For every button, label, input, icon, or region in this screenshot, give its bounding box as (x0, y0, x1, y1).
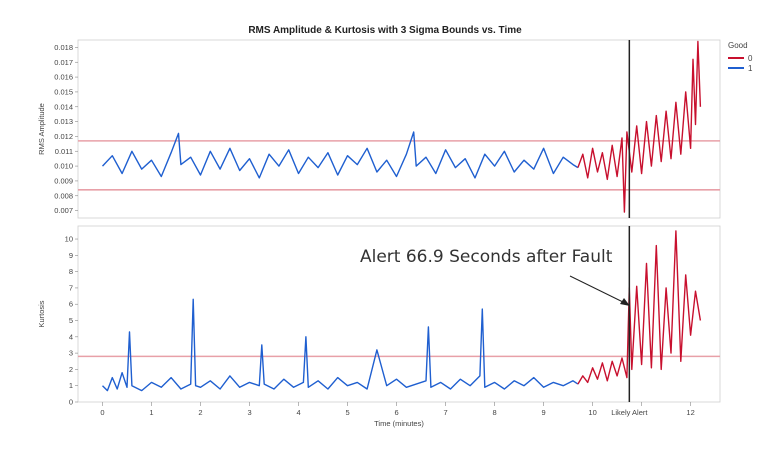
kurtosis-ytick-label: 1 (69, 381, 73, 390)
annotation-arrow (569, 275, 630, 306)
rms-series-good-0 (577, 40, 702, 213)
xtick-label: 8 (492, 408, 496, 417)
rms-ytick-label: 0.010 (54, 162, 73, 171)
xtick-label: 6 (394, 408, 398, 417)
legend-label-1: 1 (748, 64, 753, 73)
xtick-label: 9 (541, 408, 545, 417)
kurtosis-ytick-label: 2 (69, 365, 73, 374)
kurtosis-ytick-label: 7 (69, 283, 73, 292)
xtick-label: 3 (247, 408, 251, 417)
kurtosis-ytick-label: 8 (69, 267, 73, 276)
xtick-label: 5 (345, 408, 349, 417)
kurtosis-series-good-1 (102, 298, 579, 392)
xtick-label: 10 (588, 408, 596, 417)
kurtosis-plot-frame (77, 225, 721, 403)
rms-ytick-label: 0.014 (54, 102, 73, 111)
xtick-label: 7 (443, 408, 447, 417)
rms-panel: 0.007 0.008 0.009 0.010 0.011 0.012 0.013 0.014… (37, 39, 721, 219)
rms-ytick-label: 0.017 (54, 58, 73, 67)
alert-annotation: Alert 66.9 Seconds after Fault (360, 247, 613, 267)
kurtosis-ytick-label: 6 (69, 300, 73, 309)
legend-label-0: 0 (748, 54, 753, 63)
rms-ytick-label: 0.015 (54, 87, 73, 96)
kurtosis-ytick-label: 5 (69, 316, 73, 325)
legend: Good 0 1 (728, 41, 753, 73)
rms-ytick-label: 0.016 (54, 73, 73, 82)
xtick-label-likely-alert: Likely Alert (611, 408, 648, 417)
kurtosis-ytick-label: 0 (69, 398, 73, 407)
kurtosis-ytick-label: 10 (65, 235, 73, 244)
kurtosis-ytick-label: 9 (69, 251, 73, 260)
xtick-label: 12 (686, 408, 694, 417)
xlabel: Time (minutes) (374, 419, 424, 428)
kurtosis-series-good-0 (577, 230, 702, 385)
rms-ytick-label: 0.008 (54, 191, 73, 200)
rms-ytick-label: 0.013 (54, 117, 73, 126)
rms-ytick-label: 0.011 (55, 147, 73, 156)
kurtosis-ytick-label: 3 (69, 349, 73, 358)
rms-plot-frame (77, 39, 721, 219)
rms-ytick-label: 0.009 (54, 176, 73, 185)
xtick-label: 1 (149, 408, 153, 417)
xtick-label: 4 (296, 408, 300, 417)
rms-ylabel: RMS Amplitude (37, 103, 46, 155)
chart-title: RMS Amplitude & Kurtosis with 3 Sigma Bo… (248, 25, 522, 36)
rms-ytick-label: 0.018 (54, 43, 73, 52)
rms-ytick-label: 0.012 (54, 132, 73, 141)
rms-series-good-1 (101, 131, 579, 179)
legend-title: Good (728, 41, 748, 50)
kurtosis-ytick-label: 4 (69, 332, 73, 341)
xtick-label: 0 (100, 408, 104, 417)
rms-ytick-label: 0.007 (54, 206, 73, 215)
kurtosis-ylabel: Kurtosis (37, 300, 46, 327)
xtick-label: 2 (198, 408, 202, 417)
